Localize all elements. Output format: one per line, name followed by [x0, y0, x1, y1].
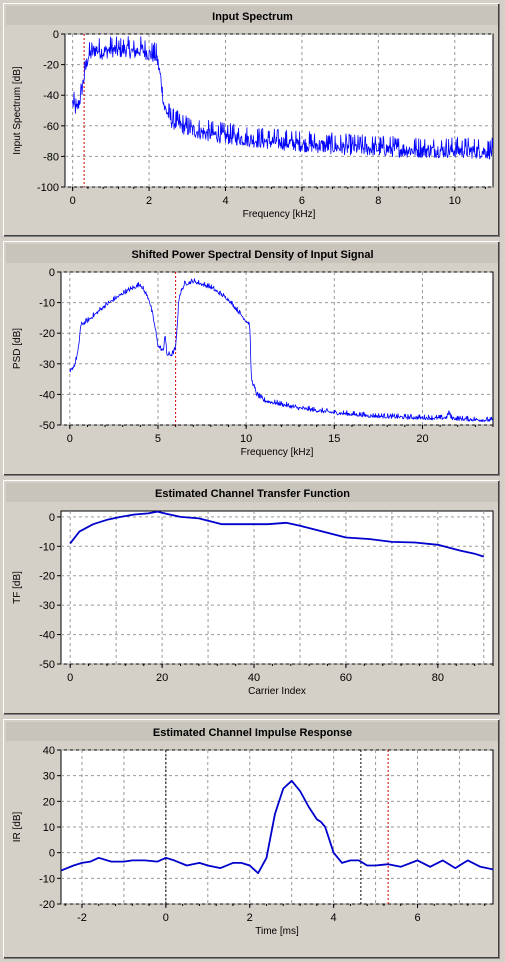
- y-tick-label: -40: [39, 389, 55, 401]
- y-tick-label: 0: [53, 29, 59, 41]
- y-tick-label: -20: [43, 60, 59, 72]
- x-tick-label: 20: [416, 433, 428, 445]
- x-tick-label: 2: [146, 195, 152, 207]
- x-tick-label: 4: [331, 912, 337, 924]
- x-axis-label: Time [ms]: [255, 926, 299, 937]
- x-tick-label: 0: [67, 433, 73, 445]
- x-tick-label: 8: [375, 195, 381, 207]
- plot-area: [60, 510, 494, 665]
- y-tick-label: 0: [49, 512, 55, 524]
- y-tick-label: -80: [43, 151, 59, 163]
- y-tick-label: 20: [43, 796, 55, 808]
- series-line: [61, 779, 493, 875]
- x-tick-label: -2: [77, 912, 87, 924]
- y-tick-label: -50: [39, 420, 55, 432]
- y-tick-label: -20: [39, 571, 55, 583]
- y-tick-label: 0: [49, 267, 55, 279]
- title-bar: [6, 722, 498, 741]
- chart-title: Input Spectrum: [212, 11, 293, 23]
- x-axis-label: Carrier Index: [248, 686, 306, 697]
- x-tick-label: 80: [432, 672, 444, 684]
- y-axis-label: TF [dB]: [12, 571, 23, 604]
- impulse-response-chart: Estimated Channel Impulse Response-2 0 2 4 6…: [6, 722, 498, 937]
- y-tick-label: -40: [43, 90, 59, 102]
- impulse-response-panel: Estimated Channel Impulse Response -2 0 2 4 6…: [3, 719, 500, 959]
- y-tick-label: 40: [43, 745, 55, 757]
- x-tick-label: 40: [248, 672, 260, 684]
- input-spectrum-chart: Input Spectrum 0 2 4 6 8 10 0 -20 -40 -60 -80 -100 Fr…: [6, 6, 498, 220]
- y-tick-label: -50: [39, 659, 55, 671]
- y-tick-label: -10: [39, 541, 55, 553]
- y-tick-label: -20: [39, 899, 55, 911]
- y-tick-label: -30: [39, 359, 55, 371]
- x-tick-label: 2: [247, 912, 253, 924]
- y-axis-label: IR [dB]: [12, 812, 23, 843]
- chart-title: Estimated Channel Transfer Function: [155, 488, 350, 500]
- plot-area: [60, 271, 494, 426]
- y-tick-label: -30: [39, 600, 55, 612]
- x-tick-label: 6: [414, 912, 420, 924]
- series-line: [69, 511, 485, 558]
- y-tick-label: -10: [39, 298, 55, 310]
- x-tick-label: 20: [156, 672, 168, 684]
- x-tick-label: 15: [328, 433, 340, 445]
- y-tick-label: -100: [37, 182, 59, 194]
- x-tick-label: 60: [340, 672, 352, 684]
- psd-chart: Shifted Power Spectral Density of Input …: [6, 244, 498, 458]
- x-tick-label: 0: [67, 672, 73, 684]
- y-tick-label: 30: [43, 771, 55, 783]
- x-tick-label: 5: [155, 433, 161, 445]
- title-bar: [6, 244, 498, 263]
- series-line: [69, 278, 493, 423]
- y-tick-label: 10: [43, 822, 55, 834]
- transfer-function-panel: Estimated Channel Transfer Function 0 20 40…: [3, 480, 500, 715]
- y-tick-label: -60: [43, 121, 59, 133]
- psd-panel: Shifted Power Spectral Density of Input …: [3, 241, 500, 476]
- title-bar: [6, 6, 498, 25]
- y-tick-label: -40: [39, 630, 55, 642]
- y-tick-label: -10: [39, 873, 55, 885]
- plot-area: [64, 33, 494, 188]
- y-tick-label: -20: [39, 328, 55, 340]
- x-axis-label: Frequency [kHz]: [243, 209, 316, 220]
- x-tick-label: 0: [163, 912, 169, 924]
- y-axis-label: Input Spectrum [dB]: [12, 66, 23, 155]
- transfer-function-chart: Estimated Channel Transfer Function 0 20 40…: [6, 483, 498, 697]
- x-tick-label: 10: [449, 195, 461, 207]
- y-axis-label: PSD [dB]: [12, 328, 23, 369]
- input-spectrum-panel: Input Spectrum 0 2 4 6 8 10 0 -20 -40 -60 -80 -100 Fr…: [3, 3, 500, 237]
- chart-title: Estimated Channel Impulse Response: [153, 727, 352, 739]
- series-line: [72, 36, 493, 160]
- y-tick-label: 0: [49, 848, 55, 860]
- chart-title: Shifted Power Spectral Density of Input …: [131, 249, 373, 261]
- x-tick-label: 4: [222, 195, 228, 207]
- x-tick-label: 10: [240, 433, 252, 445]
- x-tick-label: 0: [70, 195, 76, 207]
- title-bar: [6, 483, 498, 502]
- x-axis-label: Frequency [kHz]: [241, 447, 314, 458]
- x-tick-label: 6: [299, 195, 305, 207]
